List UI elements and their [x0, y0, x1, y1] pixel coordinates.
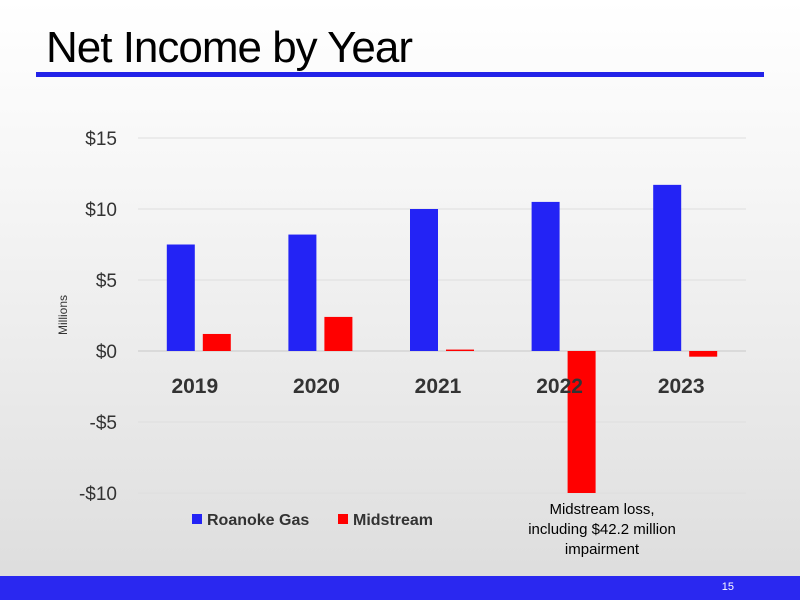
- x-tick-label: 2019: [171, 375, 218, 398]
- legend-label: Midstream: [353, 512, 433, 529]
- x-tick-label: 2023: [658, 375, 705, 398]
- legend-swatch-roanoke-gas: [192, 514, 202, 524]
- bar-roanoke-gas-2021: [410, 209, 438, 351]
- net-income-bar-chart: $15 $10 $5 $0 -$5 -$10 2019 2020 2021 2022 2023 Mil…: [56, 129, 746, 529]
- x-tick-label: 2021: [415, 375, 462, 398]
- y-tick-label: -$10: [79, 484, 117, 505]
- title-underline: [36, 72, 764, 77]
- y-tick-label: -$5: [90, 413, 117, 434]
- x-tick-label: 2020: [293, 375, 340, 398]
- bar-midstream-2021: [446, 349, 474, 351]
- legend-label: Roanoke Gas: [207, 512, 309, 529]
- bar-midstream-2020: [324, 316, 353, 351]
- midstream-loss-annotation: Midstream loss, including $42.2 million …: [528, 501, 676, 558]
- y-tick-label: $10: [85, 200, 117, 221]
- bar-roanoke-gas-2019: [166, 244, 195, 351]
- slide-title: Net Income by Year: [46, 23, 413, 72]
- bar-roanoke-gas-2023: [653, 184, 682, 351]
- y-tick-label: $5: [96, 271, 117, 292]
- bar-roanoke-gas-2022: [531, 201, 560, 351]
- footer-bar: 15: [0, 576, 800, 600]
- y-tick-label: $15: [85, 129, 117, 150]
- x-tick-label: 2022: [536, 375, 583, 398]
- bar-midstream-2022: [567, 351, 596, 493]
- bar-midstream-2023: [689, 351, 718, 357]
- bar-roanoke-gas-2020: [288, 234, 317, 351]
- legend-swatch-midstream: [338, 514, 348, 524]
- page-number: 15: [721, 581, 734, 593]
- y-tick-label: $0: [96, 342, 117, 363]
- bar-midstream-2019: [202, 333, 231, 351]
- y-axis-label: Millions: [56, 295, 70, 335]
